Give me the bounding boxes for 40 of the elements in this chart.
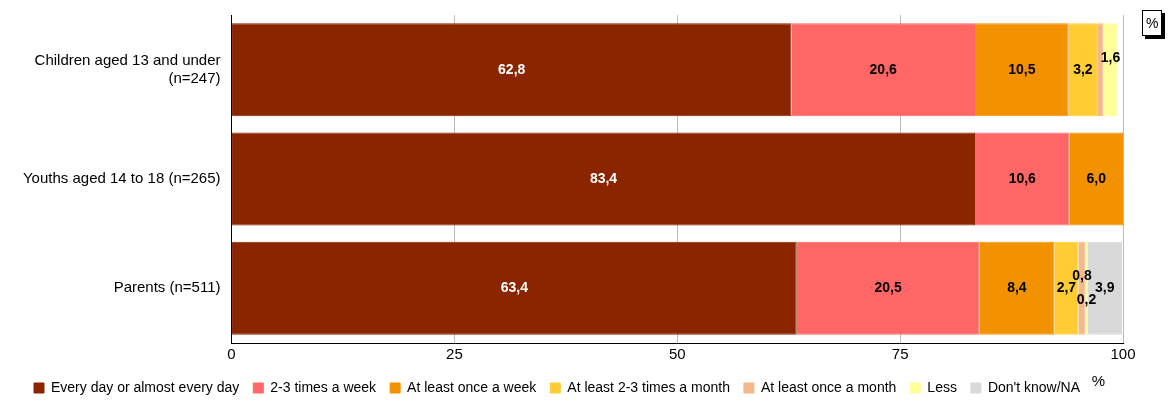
bar	[1069, 132, 1123, 226]
legend-label: At least once a month	[760, 378, 897, 395]
data-label: 83,4	[589, 169, 618, 186]
data-label: 10,5	[1008, 60, 1036, 77]
bar	[1103, 23, 1118, 117]
x-tick-label: 75	[891, 345, 909, 363]
x-tick-label: 0	[227, 345, 236, 363]
text: %	[1142, 10, 1163, 36]
bar	[796, 241, 980, 335]
data-label: 1,6	[1100, 48, 1121, 65]
data-label: 3,2	[1073, 60, 1093, 77]
x-tick-label: 100	[1110, 345, 1136, 363]
bar	[232, 132, 976, 226]
data-label: 0,2	[1076, 291, 1097, 308]
data-label: 8,4	[1007, 279, 1027, 296]
y-tick-label: Parents (n=511)	[113, 278, 221, 296]
legend-label: Every day or almost every day	[51, 378, 240, 395]
data-label: 63,4	[500, 279, 529, 296]
bar	[791, 23, 976, 117]
bar	[232, 241, 797, 335]
legend-label: At least once a week	[407, 378, 538, 395]
bar	[975, 132, 1070, 226]
legend-label: Don't know/NA	[987, 378, 1081, 395]
legend-label: Less	[927, 378, 957, 395]
data-label: 20,6	[869, 60, 898, 77]
data-label: 62,8	[498, 60, 526, 77]
bar	[232, 23, 792, 117]
legend-label: At least 2-3 times a month	[567, 378, 730, 395]
bar	[975, 23, 1069, 117]
y-tick-label: Children aged 13 and under (n=247)	[34, 50, 221, 86]
x-tick-label: 25	[446, 345, 463, 363]
data-label: 10,6	[1008, 169, 1037, 186]
data-label: 20,5	[874, 279, 902, 296]
x-axis-title: %	[1091, 371, 1105, 389]
bar	[979, 241, 1055, 335]
bar	[1068, 23, 1098, 117]
data-label: 6,0	[1086, 169, 1107, 186]
legend-label: 2-3 times a week	[270, 378, 378, 395]
x-tick-label: 50	[668, 345, 686, 363]
y-tick-label: Youths aged 14 to 18 (n=265)	[23, 169, 221, 187]
